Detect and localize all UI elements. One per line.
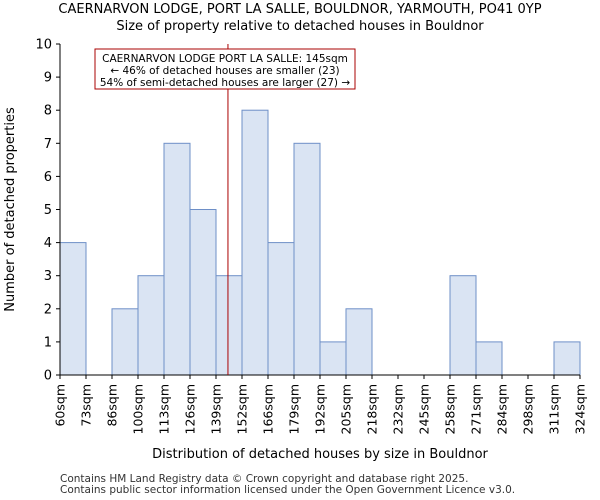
annotation-line-2: ← 46% of detached houses are smaller (23… [110, 65, 339, 77]
y-tick-label-5: 5 [44, 203, 52, 218]
bar-86sqm [111, 308, 139, 376]
y-tick-label-9: 9 [44, 71, 52, 86]
bar-166sqm [267, 242, 295, 376]
x-tick-label-232sqm: 232sqm [391, 384, 406, 434]
bars-group [59, 109, 581, 376]
x-tick-label-166sqm: 166sqm [261, 384, 276, 434]
bar-60sqm [59, 242, 87, 376]
footer-line-1: Contains HM Land Registry data © Crown c… [60, 473, 469, 485]
bar-205sqm [345, 308, 373, 376]
annotation-frame [94, 48, 356, 90]
annotation-line-3: 54% of semi-detached houses are larger (… [100, 77, 351, 89]
y-tick-label-6: 6 [44, 170, 52, 185]
x-tick-label-218sqm: 218sqm [365, 384, 380, 434]
y-tick-label-10: 10 [35, 38, 52, 53]
x-tick-label-60sqm: 60sqm [53, 384, 68, 427]
x-tick-label-139sqm: 139sqm [209, 384, 224, 434]
bar-192sqm [319, 341, 347, 376]
ticks-group: 0 1 2 3 4 5 6 7 8 9 10 60sqm 73sqm 86sqm 100sqm 113sqm 1… [35, 38, 587, 435]
y-tick-label-8: 8 [44, 104, 52, 119]
bar-126sqm [189, 209, 217, 376]
x-tick-label-205sqm: 205sqm [339, 384, 354, 434]
bar-179sqm [293, 142, 321, 376]
y-tick-label-1: 1 [44, 335, 52, 350]
chart-title: CAERNARVON LODGE, PORT LA SALLE, BOULDNO… [58, 2, 542, 17]
y-tick-label-4: 4 [44, 236, 52, 251]
x-tick-label-73sqm: 73sqm [79, 384, 94, 427]
y-tick-label-7: 7 [44, 137, 52, 152]
x-tick-label-245sqm: 245sqm [417, 384, 432, 434]
bar-113sqm [163, 142, 191, 376]
footer-line-2: Contains public sector information licen… [60, 484, 516, 496]
chart-subtitle: Size of property relative to detached ho… [116, 19, 484, 34]
annotation-line-1: CAERNARVON LODGE PORT LA SALLE: 145sqm [102, 53, 348, 65]
x-tick-label-311sqm: 311sqm [547, 384, 562, 434]
bar-311sqm [553, 341, 581, 376]
y-tick-label-3: 3 [44, 269, 52, 284]
bar-100sqm [137, 275, 165, 376]
x-tick-label-271sqm: 271sqm [469, 384, 484, 434]
annotation-box: CAERNARVON LODGE PORT LA SALLE: 145sqm ←… [94, 48, 356, 90]
bar-271sqm [475, 341, 503, 376]
x-tick-label-113sqm: 113sqm [157, 384, 172, 434]
x-tick-label-86sqm: 86sqm [105, 384, 120, 427]
x-tick-label-152sqm: 152sqm [235, 384, 250, 434]
x-tick-label-126sqm: 126sqm [183, 384, 198, 434]
x-tick-label-179sqm: 179sqm [287, 384, 302, 434]
x-tick-label-298sqm: 298sqm [521, 384, 536, 434]
bar-139sqm [215, 275, 243, 376]
x-tick-label-192sqm: 192sqm [313, 384, 328, 434]
y-axis-label: Number of detached properties [3, 107, 18, 312]
x-tick-label-258sqm: 258sqm [443, 384, 458, 434]
bar-258sqm [449, 275, 477, 376]
x-tick-label-284sqm: 284sqm [495, 384, 510, 434]
x-axis-label: Distribution of detached houses by size … [152, 447, 488, 462]
bar-152sqm [241, 109, 269, 376]
x-tick-label-324sqm: 324sqm [573, 384, 588, 434]
y-tick-label-0: 0 [44, 369, 52, 384]
y-tick-label-2: 2 [44, 302, 52, 317]
x-tick-label-100sqm: 100sqm [131, 384, 146, 434]
